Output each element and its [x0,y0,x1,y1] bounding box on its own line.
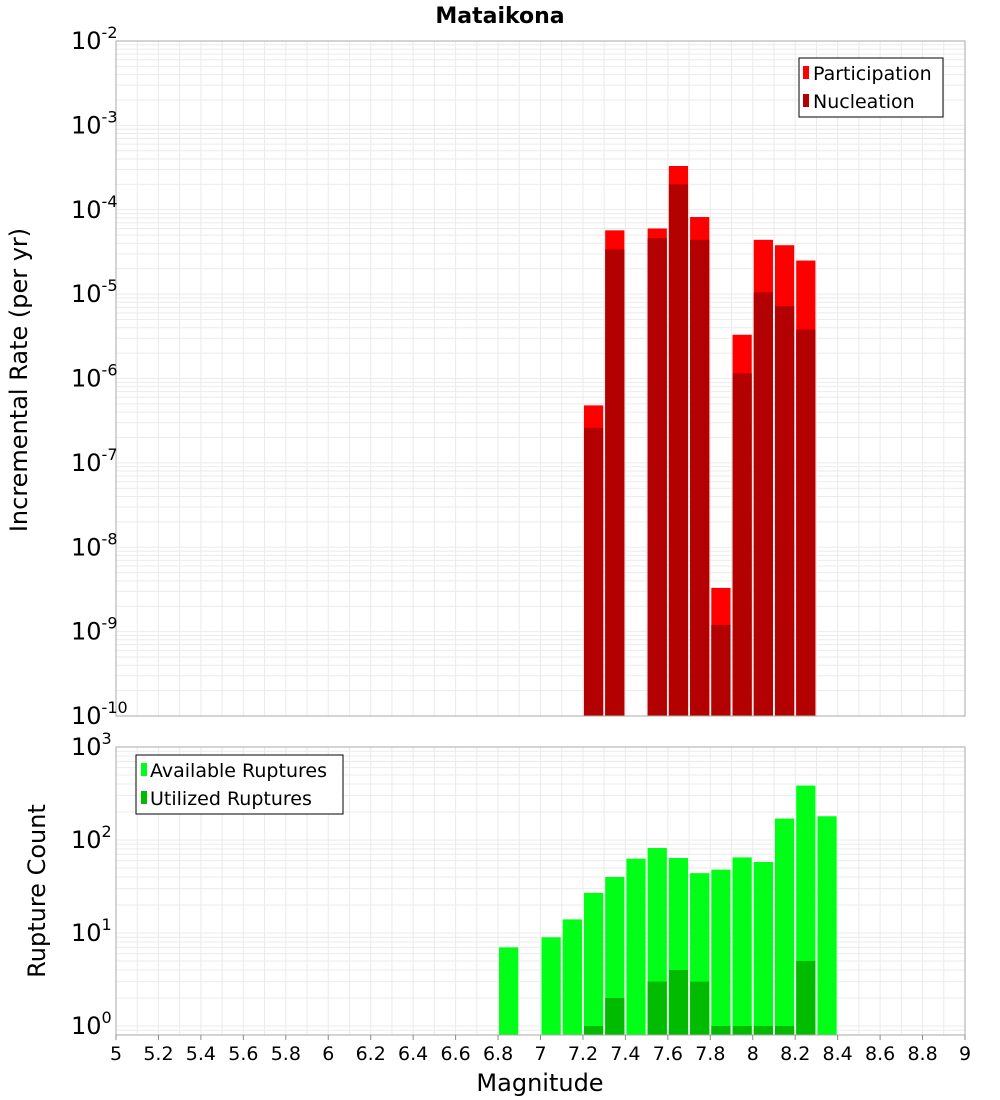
count-bar-b [732,1025,752,1035]
x-tick-label: 7.6 [653,1043,683,1065]
x-tick-label: 8 [747,1043,759,1065]
rate-bar-b [668,184,689,717]
x-tick-label: 7.2 [568,1043,598,1065]
bottom-y-tick-label: 100 [71,1008,112,1040]
x-tick-label: 8.8 [907,1043,937,1065]
x-tick-label: 7 [534,1043,546,1065]
count-bar-b [583,1025,604,1035]
count-bar-b [711,1025,731,1035]
count-bar-a [774,818,795,1035]
bottom-y-tick-label: 102 [71,822,112,854]
x-tick-label: 6 [322,1043,334,1065]
count-bar-a [583,892,604,1035]
count-bar-a [562,919,582,1035]
rate-bar-b [796,329,816,716]
count-bar-a [711,869,731,1035]
bottom-y-tick-label: 103 [71,729,112,761]
bottom-y-tick-label: 101 [71,915,112,947]
count-bar-a [499,947,519,1035]
top-y-tick-label: 10-9 [71,614,118,646]
rate-bar-b [583,427,604,716]
count-bar-b [668,969,689,1035]
top-y-tick-label: 10-7 [71,445,118,477]
rate-bar-b [690,239,710,716]
bottom-y-ticks: 100 101 102 103 [71,729,112,1040]
rate-bar-b [774,306,795,716]
count-bar-b [605,997,625,1035]
count-bar-b [647,981,667,1035]
legend-swatch-participation [803,66,809,79]
x-tick-label: 8.6 [865,1043,895,1065]
x-tick-label: 6.6 [440,1043,470,1065]
legend-swatch-nucleation [803,94,809,107]
x-tick-label: 7.4 [610,1043,640,1065]
rate-bar-b [711,624,731,716]
count-bar-a [753,861,773,1035]
top-y-tick-label: 10-10 [71,698,128,730]
legend-label-nucleation: Nucleation [813,91,915,113]
x-tick-label: 8.4 [823,1043,853,1065]
count-bar-a [541,937,561,1035]
rate-bar-b [732,373,752,716]
legend-label-available: Available Ruptures [150,760,327,782]
top-y-tick-label: 10-2 [71,23,118,55]
x-tick-label: 7.8 [695,1043,725,1065]
rate-bar-b [753,292,773,716]
top-y-axis-label: Incremental Rate (per yr) [5,228,33,532]
legend-label-utilized: Utilized Ruptures [150,788,312,810]
x-tick-label: 5.4 [186,1043,216,1065]
top-panel-grid [115,40,966,717]
top-y-tick-label: 10-8 [71,529,118,561]
top-legend: Participation Nucleation [798,57,944,118]
x-tick-label: 5.2 [143,1043,173,1065]
rate-bar-b [605,249,625,716]
count-bar-a [626,858,646,1035]
x-tick-label: 5.8 [271,1043,301,1065]
legend-label-participation: Participation [813,63,932,85]
top-plot-frame [115,40,966,717]
x-axis-label: Magnitude [476,1069,603,1097]
bottom-y-axis-label: Rupture Count [23,804,51,978]
chart-title: Mataikona [435,4,564,29]
count-bar-b [753,1025,773,1035]
top-y-tick-label: 10-5 [71,276,118,308]
legend-swatch-available [141,763,147,776]
count-bar-b [796,960,816,1035]
rate-bar-b [647,238,667,716]
x-tick-label: 5.6 [228,1043,258,1065]
top-y-tick-label: 10-4 [71,192,118,224]
count-bar-b [774,1025,795,1035]
top-y-tick-label: 10-3 [71,107,118,139]
top-y-tick-label: 10-6 [71,361,118,393]
count-bar-a [605,877,625,1035]
x-tick-label: 6.4 [398,1043,428,1065]
bottom-panel-bars [499,785,837,1035]
count-bar-a [817,816,837,1035]
x-ticks: 5 5.2 5.4 5.6 5.8 6 6.2 6.4 6.6 6.8 7 7.2 7.4 7.6 7.8 8… [110,1035,971,1065]
x-tick-label: 5 [110,1043,122,1065]
x-tick-label: 9 [959,1043,971,1065]
legend-swatch-utilized [141,791,147,804]
x-tick-label: 8.2 [780,1043,810,1065]
bottom-legend: Available Ruptures Utilized Ruptures [135,754,344,815]
count-bar-b [690,981,710,1035]
x-tick-label: 6.8 [483,1043,513,1065]
x-tick-label: 6.2 [356,1043,386,1065]
top-panel-bars [583,166,816,717]
top-y-ticks: 10-10 10-9 10-8 10-7 10-6 10-5 10-4 10-3 10-2 [71,23,128,730]
count-bar-a [732,857,752,1035]
